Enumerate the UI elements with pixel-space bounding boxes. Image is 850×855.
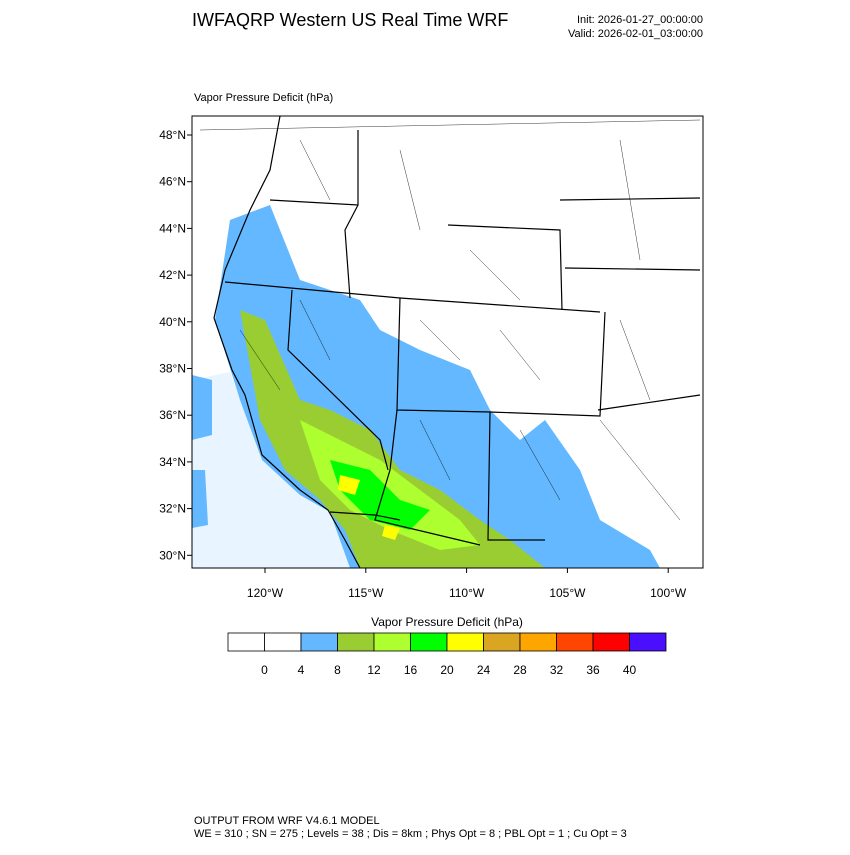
- colorbar-label: 20: [440, 663, 454, 677]
- latitude-label: 38°N: [159, 362, 186, 376]
- colorbar-box: [592, 632, 630, 652]
- colorbar-box: [410, 632, 448, 652]
- colorbar-label: 16: [404, 663, 418, 677]
- colorbar-box: [556, 632, 594, 652]
- colorbar-label: 32: [550, 663, 564, 677]
- latitude-label: 32°N: [159, 502, 186, 516]
- colorbar-title: Vapor Pressure Deficit (hPa): [371, 615, 523, 629]
- colorbar-label: 40: [623, 663, 637, 677]
- colorbar-label: 12: [367, 663, 381, 677]
- colorbar-box: [446, 632, 484, 652]
- colorbar-box: [483, 632, 521, 652]
- colorbar-box: [337, 632, 375, 652]
- footer-line: WE = 310 ; SN = 275 ; Levels = 38 ; Dis …: [194, 828, 627, 840]
- longitude-label: 115°W: [348, 586, 384, 600]
- longitude-label: 105°W: [549, 586, 586, 600]
- latitude-label: 36°N: [159, 408, 186, 422]
- init-time: Init: 2026-01-27_00:00:00: [577, 14, 703, 26]
- colorbar-label: 24: [477, 663, 491, 677]
- colorbar-box: [227, 632, 265, 652]
- colorbar-box: [373, 632, 411, 652]
- latitude-label: 34°N: [159, 455, 186, 469]
- colorbar-label: 0: [261, 663, 268, 677]
- colorbar-label: 28: [513, 663, 527, 677]
- colorbar-label: 4: [298, 663, 305, 677]
- colorbar-label: 36: [586, 663, 600, 677]
- latitude-label: 44°N: [159, 221, 186, 235]
- colorbar-box: [300, 632, 338, 652]
- colorbar-box: [629, 632, 667, 652]
- latitude-label: 42°N: [159, 268, 186, 282]
- longitude-label: 110°W: [449, 586, 485, 600]
- colorbar-box: [264, 632, 302, 652]
- longitude-label: 120°W: [247, 586, 284, 600]
- footer-line: OUTPUT FROM WRF V4.6.1 MODEL: [194, 815, 380, 827]
- latitude-label: 40°N: [159, 315, 186, 329]
- longitude-label: 100°W: [650, 586, 687, 600]
- latitude-label: 30°N: [159, 548, 186, 562]
- title: IWFAQRP Western US Real Time WRF: [192, 10, 508, 30]
- map-title: Vapor Pressure Deficit (hPa): [194, 92, 333, 104]
- map: [191, 115, 704, 569]
- latitude-label: 48°N: [159, 128, 186, 142]
- colorbar-box: [519, 632, 557, 652]
- latitude-label: 46°N: [159, 175, 186, 189]
- colorbar-label: 8: [334, 663, 341, 677]
- valid-time: Valid: 2026-02-01_03:00:00: [568, 28, 703, 40]
